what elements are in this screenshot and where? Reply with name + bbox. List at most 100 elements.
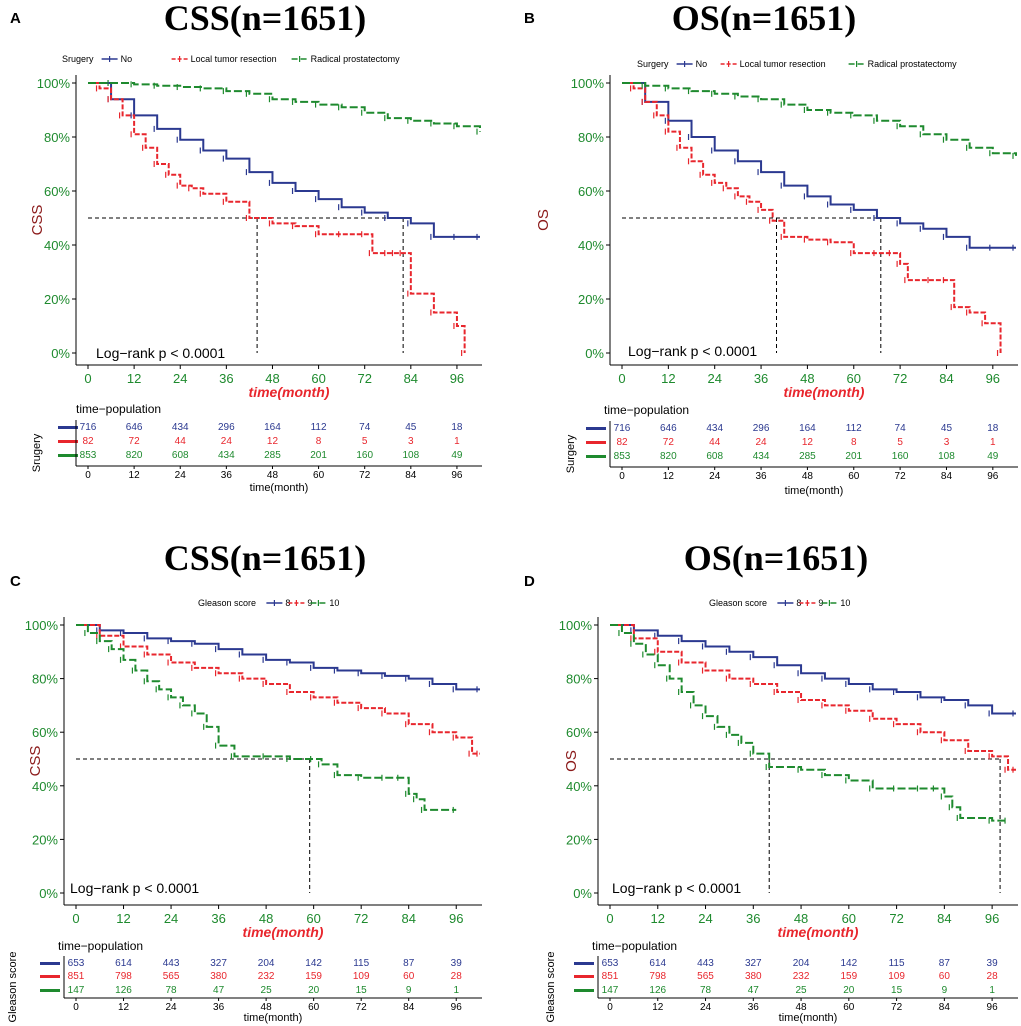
risk-table-ylabel: Gleason score: [545, 952, 557, 1023]
risk-count: 1: [453, 985, 459, 996]
risk-x-tick-label: 96: [987, 471, 999, 482]
risk-count: 851: [602, 971, 619, 982]
risk-count: 115: [353, 958, 369, 969]
y-tick-label: 100%: [559, 618, 593, 633]
y-tick-label: 40%: [32, 779, 58, 794]
x-tick-label: 24: [707, 371, 721, 386]
legend-item-label: No: [121, 54, 133, 64]
risk-x-tick-label: 60: [848, 471, 860, 482]
series-curve-10: [610, 624, 1009, 822]
risk-count: 716: [614, 423, 631, 434]
y-tick-label: 0%: [573, 886, 592, 901]
series-curve-no: [88, 82, 480, 238]
risk-count: 204: [793, 958, 810, 969]
x-tick-label: 96: [986, 371, 1000, 386]
risk-count: 39: [451, 958, 463, 969]
risk-row-swatch: [58, 426, 78, 429]
risk-count: 646: [126, 422, 143, 433]
risk-x-tick-label: 72: [359, 470, 371, 481]
panel-title: CSS(n=1651): [164, 538, 367, 578]
risk-count: 44: [709, 437, 721, 448]
x-tick-label: 48: [259, 911, 273, 926]
risk-x-tick-label: 0: [73, 1002, 79, 1013]
risk-count: 820: [126, 450, 143, 461]
x-tick-label: 48: [265, 371, 279, 386]
x-tick-label: 0: [84, 371, 91, 386]
panel-label: D: [524, 573, 535, 590]
risk-count: 3: [944, 437, 950, 448]
risk-count: 78: [700, 985, 712, 996]
risk-count: 47: [213, 985, 225, 996]
y-tick-label: 60%: [578, 184, 604, 199]
risk-count: 1: [990, 437, 996, 448]
series-curve-8: [76, 624, 480, 691]
risk-x-tick-label: 60: [313, 470, 325, 481]
panel-b: B OS(n=1651) Surgery No Local tumor resectio…: [524, 0, 1018, 497]
risk-count: 614: [115, 958, 132, 969]
risk-row-swatch: [574, 989, 594, 992]
risk-row-swatch: [586, 427, 606, 430]
y-axis-label: OS: [535, 209, 552, 231]
risk-count: 8: [851, 437, 857, 448]
series-curve-radical-prostatectomy: [622, 82, 1017, 156]
risk-count: 204: [258, 958, 275, 969]
x-tick-label: 84: [939, 371, 953, 386]
panel-title: CSS(n=1651): [164, 0, 367, 38]
risk-count: 1: [454, 436, 460, 447]
legend-item-label: 9: [307, 598, 312, 608]
risk-count: 142: [305, 958, 322, 969]
y-axis-label: CSS: [29, 205, 46, 236]
x-tick-label: 0: [618, 371, 625, 386]
risk-count: 20: [843, 985, 855, 996]
risk-count: 49: [987, 451, 999, 462]
logrank-label: Log−rank p < 0.0001: [70, 880, 199, 896]
risk-count: 434: [706, 423, 723, 434]
risk-count: 434: [753, 451, 770, 462]
risk-count: 608: [706, 451, 723, 462]
y-tick-label: 40%: [578, 238, 604, 253]
y-tick-label: 0%: [51, 346, 70, 361]
legend-item-label: Radical prostatectomy: [868, 59, 958, 69]
y-tick-label: 100%: [37, 76, 71, 91]
series-curve-radical-prostatectomy: [88, 82, 481, 132]
risk-count: 74: [895, 423, 907, 434]
legend-item-label: No: [696, 59, 708, 69]
risk-x-tick-label: 48: [261, 1002, 273, 1013]
y-tick-label: 20%: [32, 832, 58, 847]
risk-x-tick-label: 72: [356, 1002, 368, 1013]
x-tick-label: 72: [889, 911, 903, 926]
risk-count: 74: [359, 422, 371, 433]
x-axis-label: time(month): [784, 384, 865, 400]
x-tick-label: 60: [842, 911, 856, 926]
panel-title: OS(n=1651): [684, 538, 869, 578]
risk-count: 147: [602, 985, 619, 996]
risk-count: 20: [308, 985, 320, 996]
risk-x-tick-label: 36: [221, 470, 233, 481]
y-tick-label: 80%: [578, 130, 604, 145]
risk-count: 108: [938, 451, 955, 462]
legend-item-label: 8: [285, 598, 290, 608]
x-tick-label: 72: [893, 371, 907, 386]
risk-count: 126: [115, 985, 132, 996]
risk-x-tick-label: 48: [802, 471, 814, 482]
risk-count: 25: [261, 985, 273, 996]
risk-count: 24: [221, 436, 233, 447]
risk-count: 5: [897, 437, 903, 448]
risk-x-tick-label: 84: [403, 1002, 415, 1013]
risk-count: 112: [846, 423, 862, 434]
risk-count: 28: [987, 971, 999, 982]
x-tick-label: 84: [937, 911, 951, 926]
risk-count: 327: [210, 958, 227, 969]
risk-x-tick-label: 0: [619, 471, 625, 482]
y-axis-label: OS: [563, 750, 580, 772]
y-tick-label: 0%: [39, 886, 58, 901]
risk-row-swatch: [40, 962, 60, 965]
risk-x-tick-label: 12: [663, 471, 675, 482]
risk-count: 296: [218, 422, 235, 433]
risk-count: 296: [753, 423, 770, 434]
risk-x-tick-label: 12: [118, 1002, 130, 1013]
risk-count: 285: [264, 450, 281, 461]
x-tick-label: 60: [306, 911, 320, 926]
risk-count: 9: [406, 985, 412, 996]
